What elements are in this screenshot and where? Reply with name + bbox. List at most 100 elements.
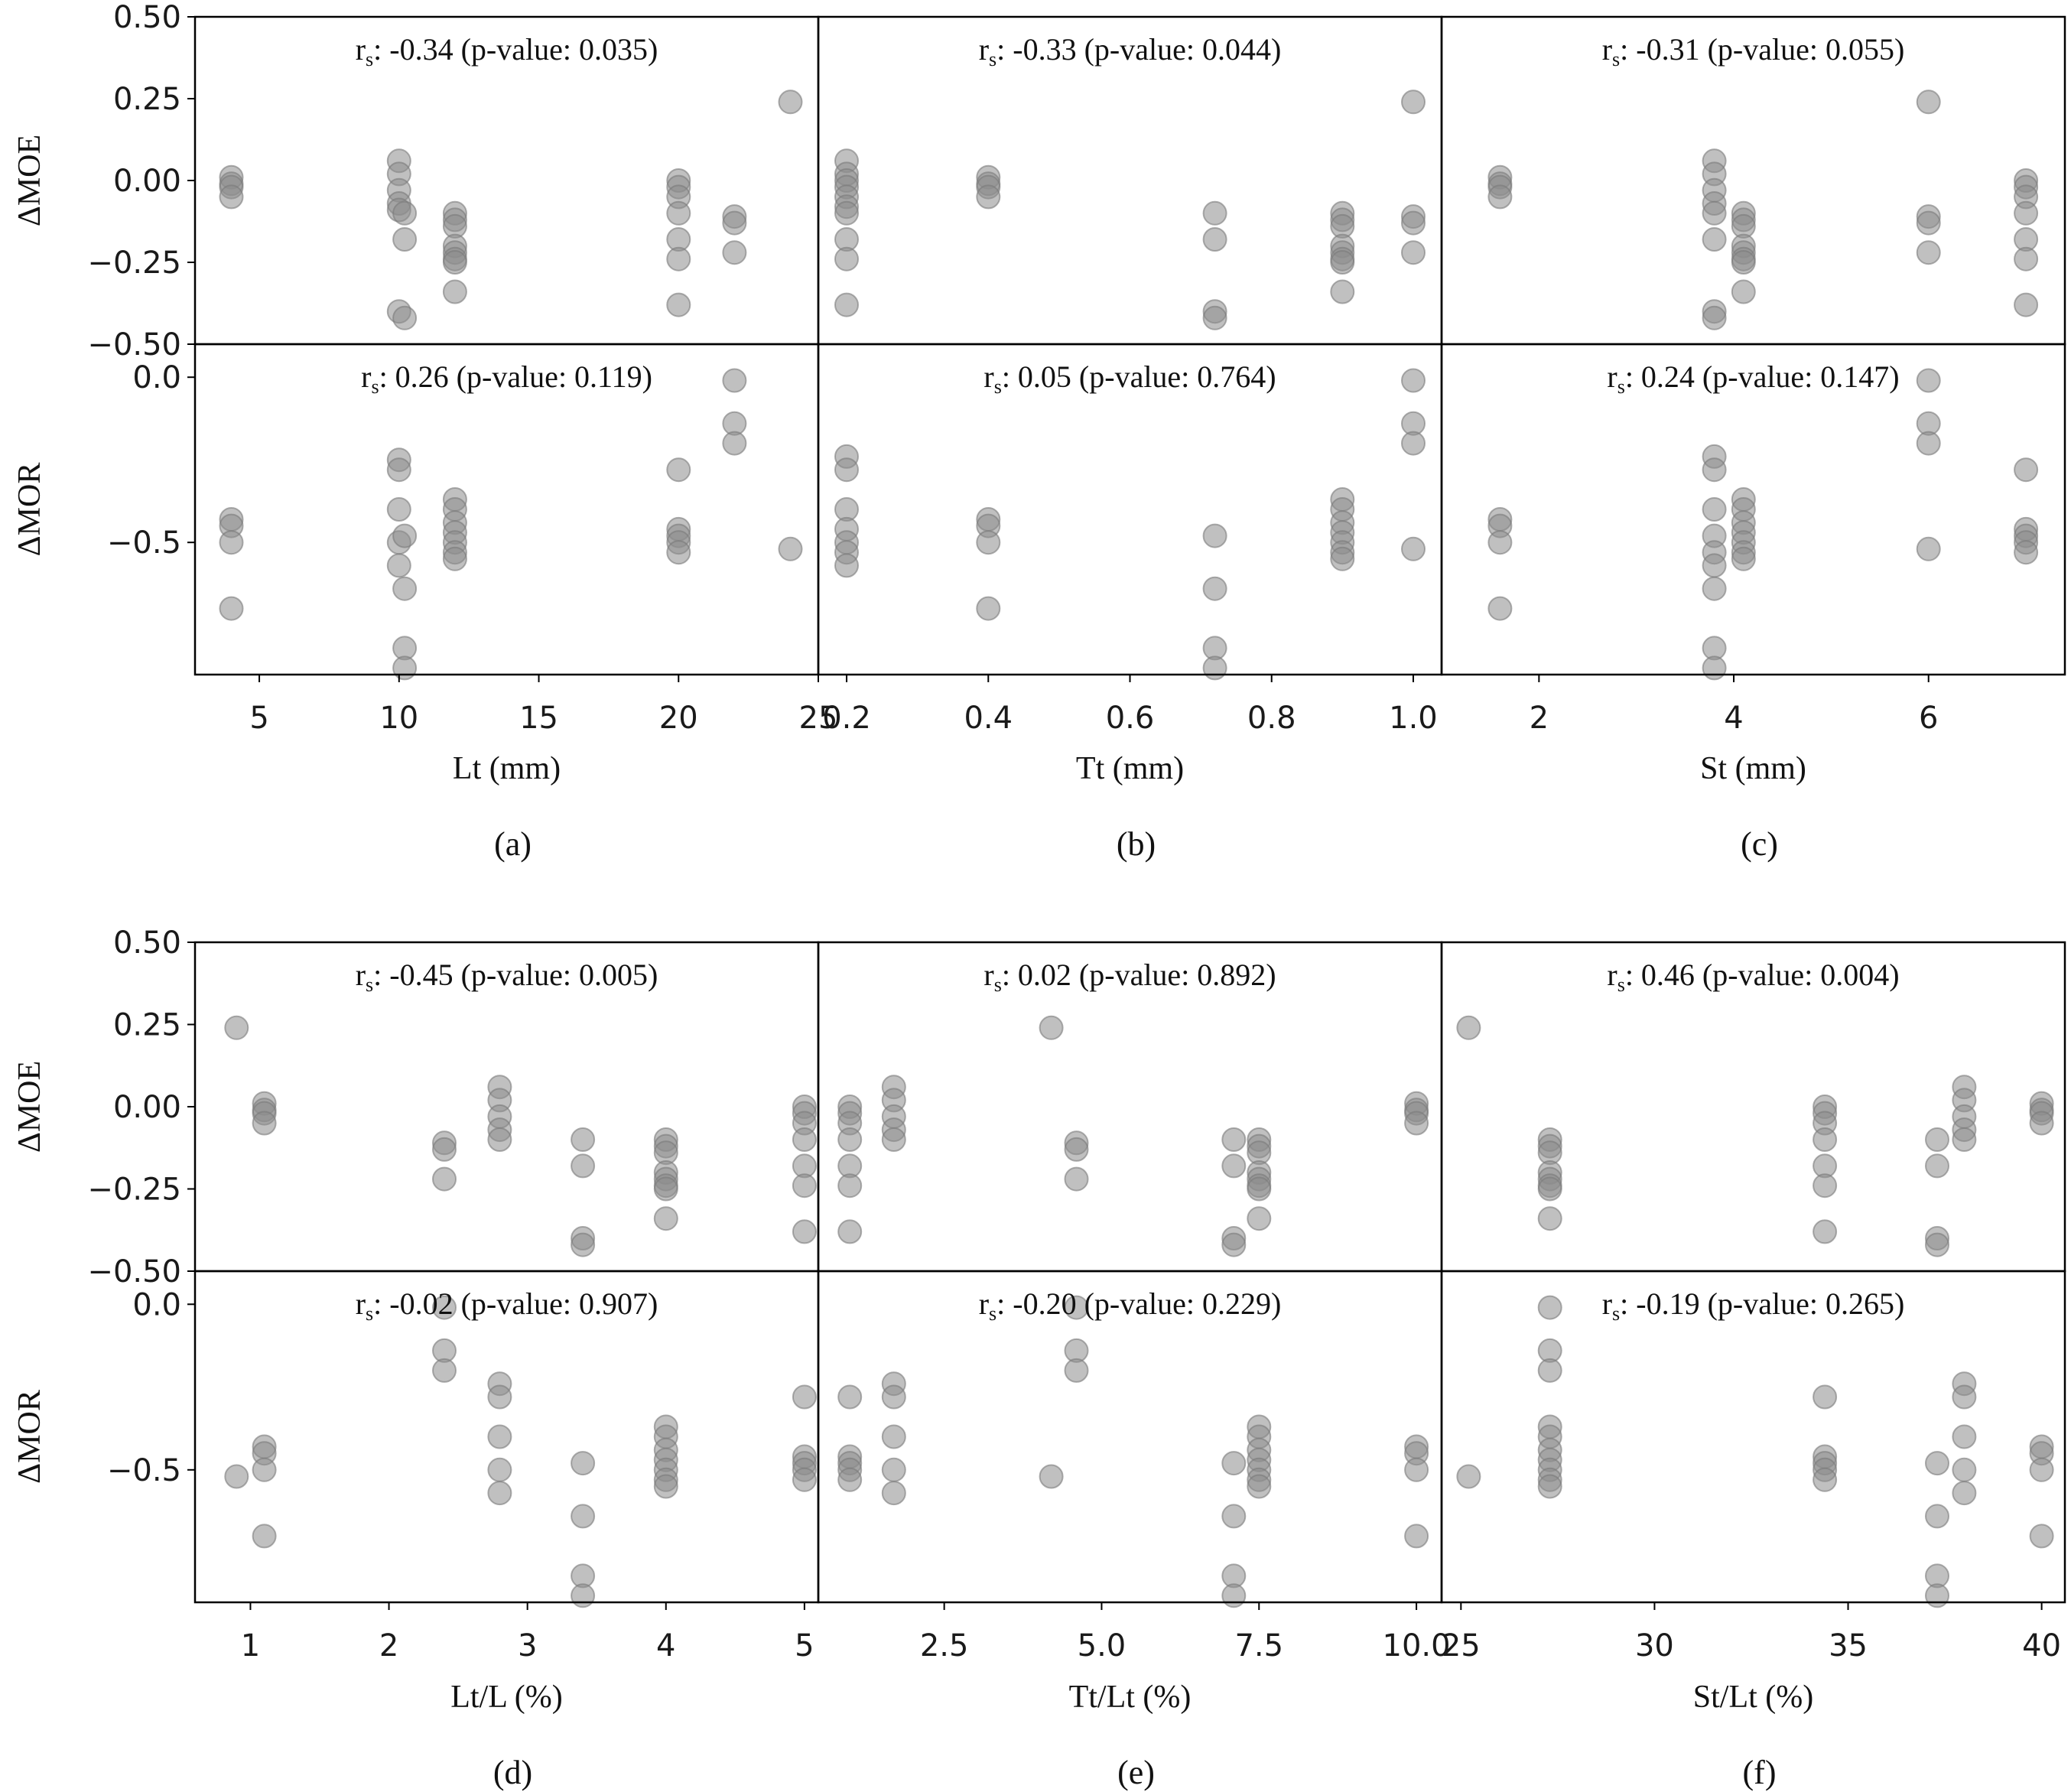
panel-d-mor-point — [487, 1481, 512, 1506]
panel-b-moe-point — [1401, 210, 1426, 236]
panel-f-moe-point — [1537, 1206, 1562, 1231]
panel-f-mor-point — [1925, 1504, 1949, 1529]
correlation-value: : -0.20 (p-value: 0.229) — [996, 1286, 1281, 1321]
correlation-symbol: r — [983, 359, 993, 394]
panel-c-moe-point — [2014, 246, 2039, 272]
panel-f-mor-point — [1537, 1358, 1562, 1383]
panel-d-letter: (d) — [493, 1754, 532, 1791]
x-tick-label: 15 — [519, 701, 558, 736]
panel-a-mor-point — [386, 553, 411, 578]
panel-a-moe-point — [666, 200, 691, 226]
panel-e-mor-point — [837, 1467, 863, 1492]
panel-e-mor-point — [1064, 1295, 1089, 1320]
panel-a-mor-point — [442, 546, 467, 571]
panel-a-moe-point — [666, 246, 691, 272]
panel-f-mor-point — [1952, 1457, 1977, 1482]
correlation-subscript: s — [366, 48, 373, 70]
panel-b-x-axis-label: Tt (mm) — [1076, 751, 1184, 786]
panel-a-mor-point — [386, 497, 411, 522]
panel-f-letter: (f) — [1743, 1754, 1777, 1791]
panel-c-moe-point — [1916, 210, 1941, 236]
panel-c-moe-point — [1916, 89, 1941, 115]
panel-b-mor-point — [834, 553, 859, 578]
panel-c-moe-correlation-label: rs: -0.31 (p-value: 0.055) — [1602, 32, 1905, 70]
correlation-value: : -0.02 (p-value: 0.907) — [373, 1286, 658, 1321]
panel-a-mor-point — [219, 596, 244, 621]
panel-e-mor-point — [1404, 1457, 1429, 1482]
x-tick-label: 10 — [379, 701, 418, 736]
panel-f-mor-point — [2029, 1457, 2054, 1482]
panel-b-mor-point — [976, 596, 1001, 621]
panel-e-mor-point — [1247, 1474, 1272, 1499]
panel-e-mor-point — [1039, 1464, 1064, 1489]
y-tick-label: 0.25 — [113, 82, 181, 117]
panel-d-mor-point — [653, 1474, 678, 1499]
panel-e-mor-point — [881, 1384, 906, 1410]
panel-frames-layer — [187, 15, 2066, 1610]
panel-e-mor-point — [1221, 1451, 1247, 1476]
panel-d-moe-point — [224, 1015, 249, 1040]
panel-c-mor-correlation-label: rs: 0.24 (p-value: 0.147) — [1607, 359, 1899, 398]
panel-d-moe-correlation-label: rs: -0.45 (p-value: 0.005) — [356, 958, 658, 996]
x-tick-label: 2 — [1530, 701, 1549, 736]
panel-d-mor-point — [252, 1457, 277, 1482]
panel-b-moe-correlation-label: rs: -0.33 (p-value: 0.044) — [979, 32, 1282, 70]
panel-b-moe-point — [1330, 279, 1355, 304]
panel-e-moe-correlation-label: rs: 0.02 (p-value: 0.892) — [983, 958, 1276, 996]
panel-e-moe-point — [837, 1173, 863, 1198]
panel-d-mor-point — [487, 1384, 512, 1410]
panel-e-mor-point — [881, 1481, 906, 1506]
mor-axis-label: ΔMOR — [12, 1390, 47, 1484]
panel-f-moe-point — [2029, 1111, 2054, 1136]
y-tick-label: −0.25 — [87, 246, 181, 281]
panel-a-mor-point — [392, 576, 418, 601]
x-tick-label: 0.2 — [822, 701, 871, 736]
panel-a-mor-point — [666, 457, 691, 483]
correlation-value: : 0.46 (p-value: 0.004) — [1625, 958, 1900, 992]
panel-d-moe-point — [571, 1153, 596, 1179]
y-tick-label: 0.0 — [132, 1287, 181, 1322]
panel-a-moe-point — [219, 184, 244, 210]
panel-a-moe-point — [392, 200, 418, 226]
panel-c-mor-point — [1487, 530, 1513, 555]
panel-c-mor-point — [1916, 536, 1941, 561]
y-tick-label: 0.0 — [132, 360, 181, 395]
panel-a-mor-point — [386, 457, 411, 483]
panel-d-moe-point — [792, 1173, 817, 1198]
x-tick-label: 5 — [249, 701, 268, 736]
correlation-value: : -0.31 (p-value: 0.055) — [1620, 32, 1904, 67]
panel-f-mor-point — [1952, 1481, 1977, 1506]
panel-c-mor-point — [2014, 457, 2039, 483]
panel-c-mor-point — [1731, 546, 1756, 571]
panel-c-mor-point — [1487, 596, 1513, 621]
panel-f-mor-point — [1456, 1464, 1481, 1489]
panel-c-mor-point — [1702, 497, 1727, 522]
panel-b-moe-point — [1330, 250, 1355, 275]
panel-b-mor-point — [1202, 523, 1227, 548]
moe-axis-label: ΔMOE — [12, 1061, 47, 1153]
correlation-symbol: r — [1602, 32, 1612, 67]
correlation-value: : -0.33 (p-value: 0.044) — [996, 32, 1281, 67]
panel-d-mor-point — [432, 1358, 457, 1383]
correlation-subscript: s — [366, 1303, 373, 1325]
correlation-value: : 0.05 (p-value: 0.764) — [1002, 359, 1276, 394]
correlation-subscript: s — [989, 48, 996, 70]
panel-b-letter: (b) — [1117, 825, 1156, 863]
panel-f-mor-point — [2029, 1524, 2054, 1549]
panel-b-mor-correlation-label: rs: 0.05 (p-value: 0.764) — [983, 359, 1276, 398]
panel-b-moe-point — [1401, 89, 1426, 115]
panel-a-x-axis-label: Lt (mm) — [453, 751, 561, 786]
panel-e-mor-point — [1221, 1583, 1247, 1608]
correlation-symbol: r — [983, 958, 993, 992]
panel-e-moe-point — [1064, 1166, 1089, 1192]
x-tick-label: 5 — [795, 1628, 814, 1664]
x-tick-label: 7.5 — [1234, 1628, 1283, 1664]
panel-a-moe-point — [722, 210, 747, 236]
panel-d-moe-point — [792, 1127, 817, 1152]
panel-f-mor-point — [1952, 1384, 1977, 1410]
panel-f-mor-point — [1537, 1474, 1562, 1499]
panel-c-letter: (c) — [1741, 825, 1778, 863]
panel-e-mor-point — [1221, 1504, 1247, 1529]
x-tick-label: 0.8 — [1247, 701, 1296, 736]
